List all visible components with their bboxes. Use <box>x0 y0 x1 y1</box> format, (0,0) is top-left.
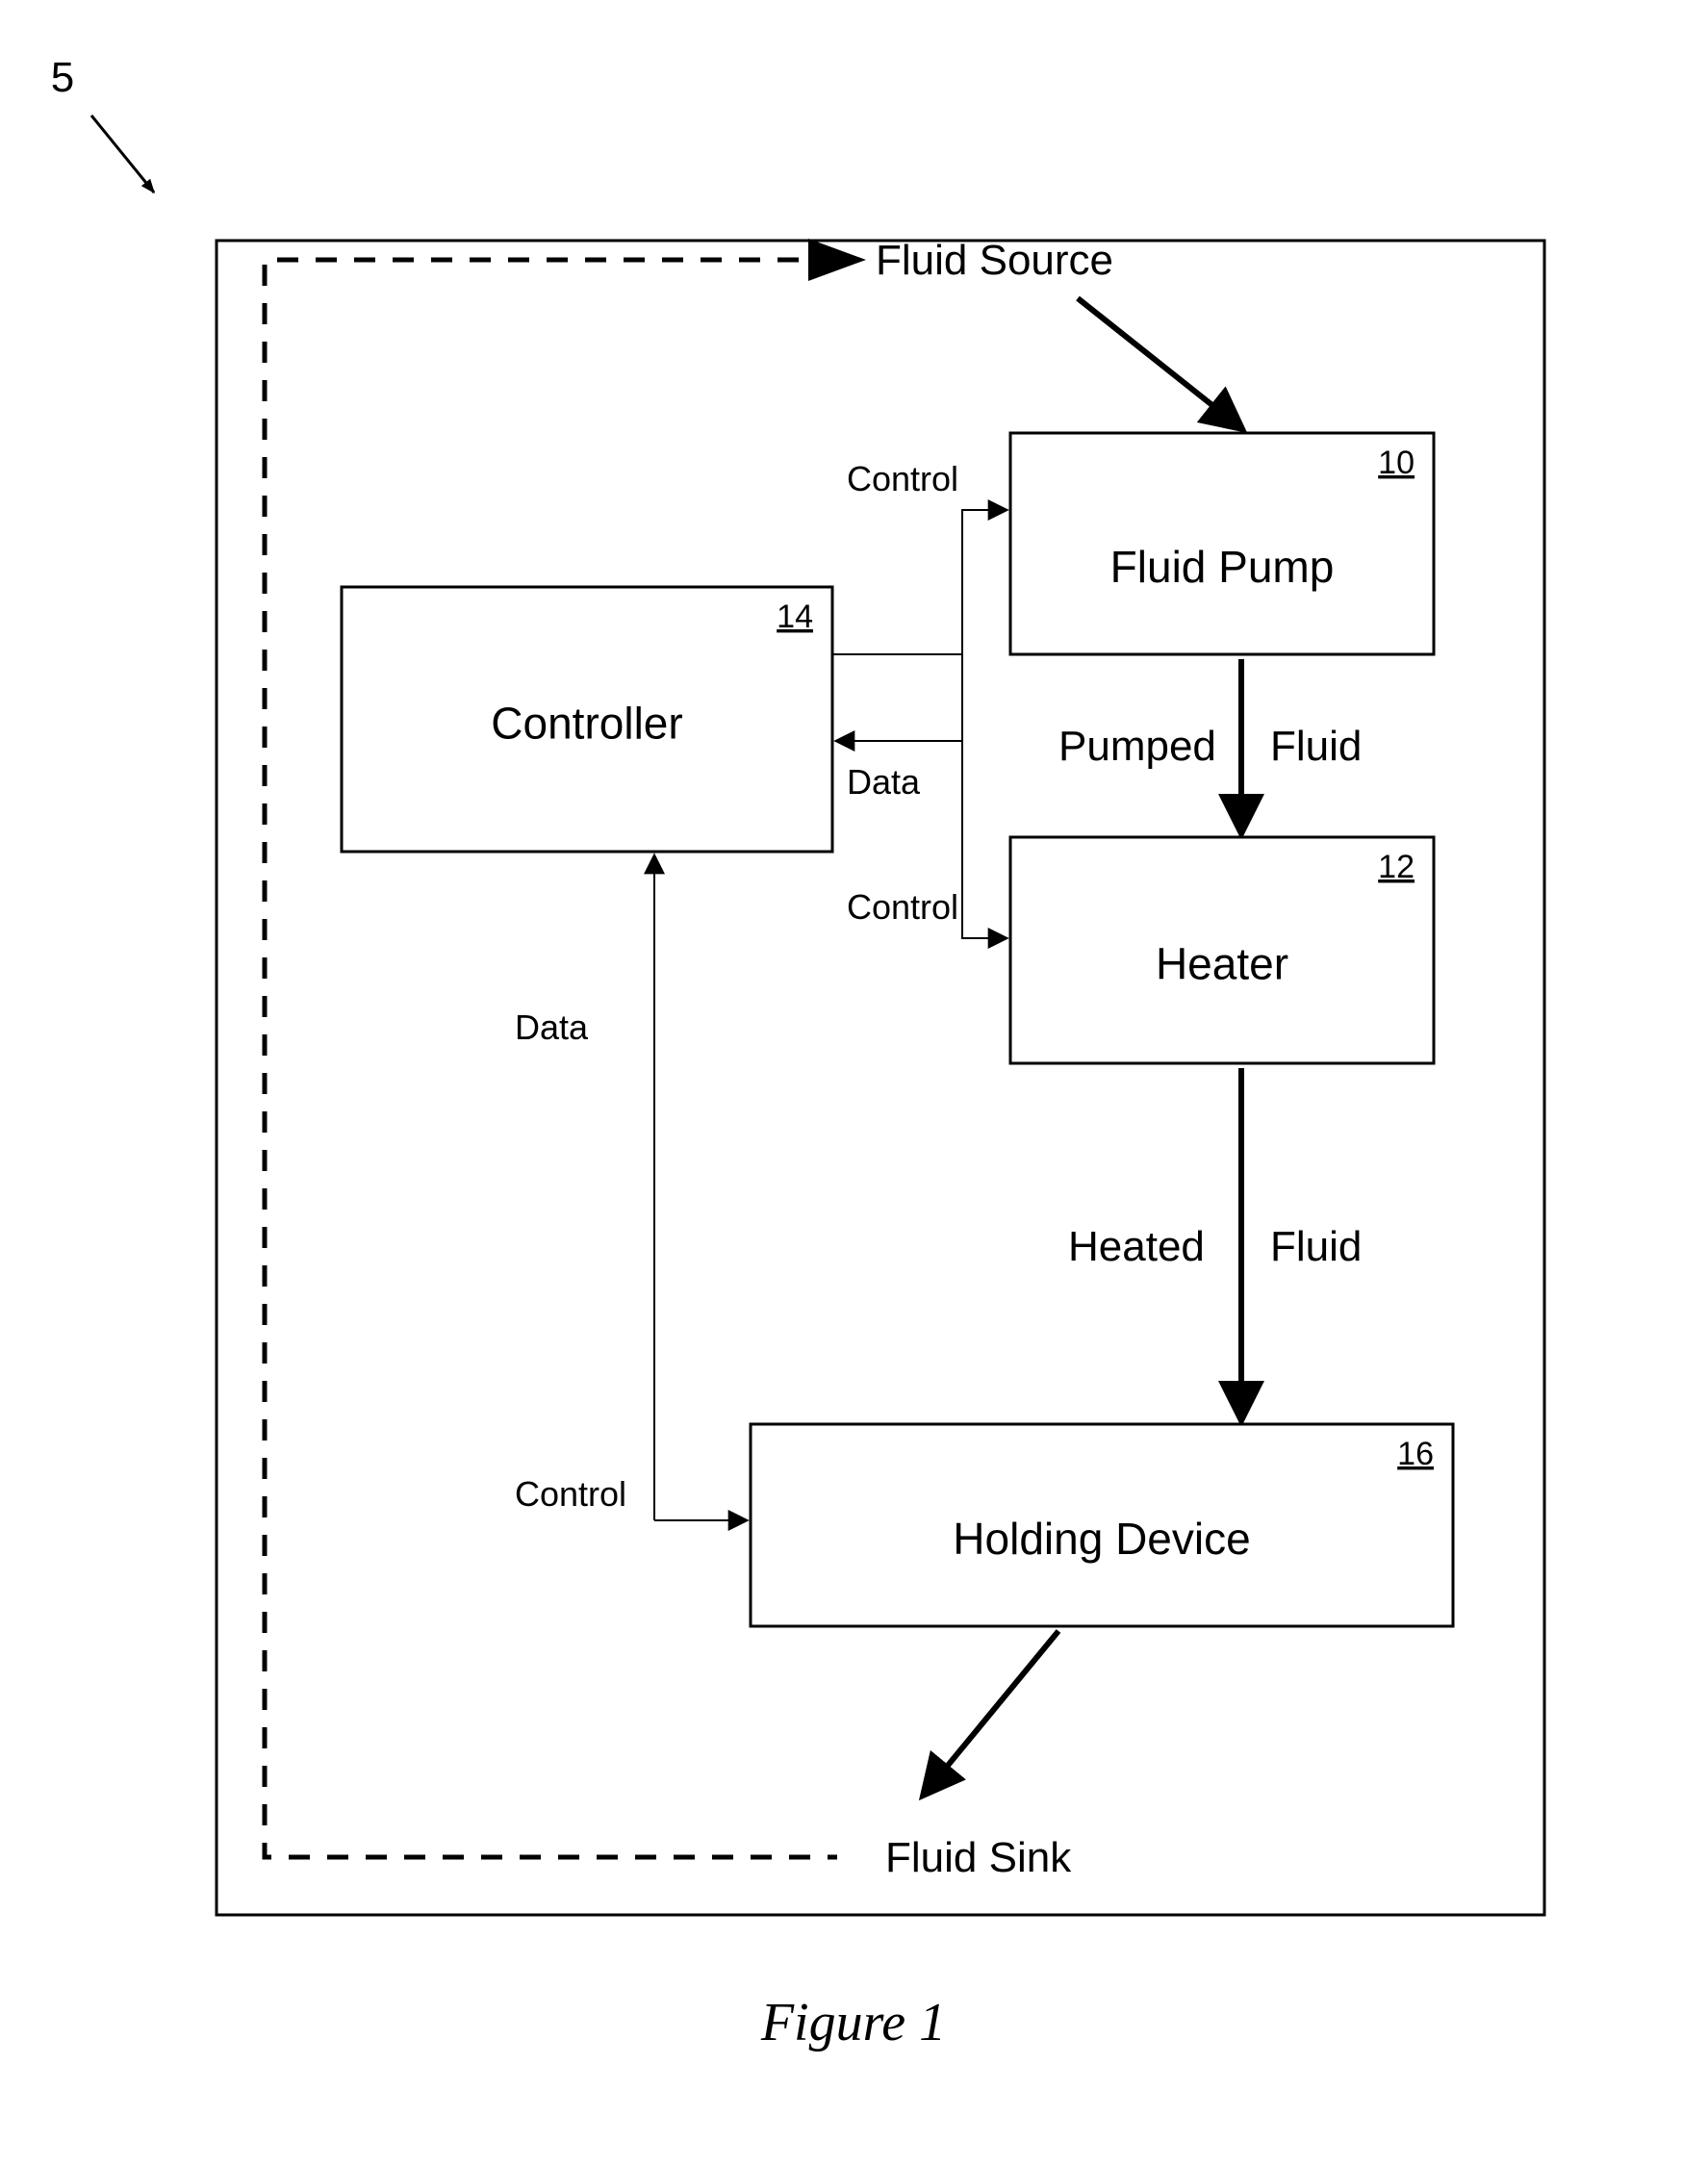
controller-box-label: Controller <box>491 699 682 749</box>
figure-caption: Figure 1 <box>760 1993 946 2052</box>
ctrl-to-holding-label: Control <box>515 1474 626 1514</box>
ref-5: 5 <box>51 54 74 101</box>
heater-box-label: Heater <box>1156 939 1288 989</box>
data-from-holding-label: Data <box>515 1007 589 1047</box>
heated-label: Heated <box>1068 1223 1205 1270</box>
controller-box-ref: 14 <box>777 599 813 635</box>
canvas-bg <box>0 0 1708 2167</box>
heated-fluid-label: Fluid <box>1270 1223 1362 1270</box>
fluid-source-label: Fluid Source <box>876 237 1113 284</box>
heater-box-ref: 12 <box>1378 849 1415 885</box>
fluid-pump-box-ref: 10 <box>1378 445 1415 481</box>
ctrl-to-heater-label: Control <box>847 887 958 927</box>
ctrl-to-pump-label: Control <box>847 459 958 498</box>
holding-device-box-label: Holding Device <box>953 1514 1250 1564</box>
fluid-sink-label: Fluid Sink <box>885 1834 1072 1881</box>
data-to-ctrl-label: Data <box>847 762 921 802</box>
pumped-fluid-label: Fluid <box>1270 723 1362 770</box>
holding-device-box-ref: 16 <box>1397 1436 1434 1472</box>
pumped-label: Pumped <box>1058 723 1216 770</box>
fluid-pump-box-label: Fluid Pump <box>1110 542 1335 592</box>
